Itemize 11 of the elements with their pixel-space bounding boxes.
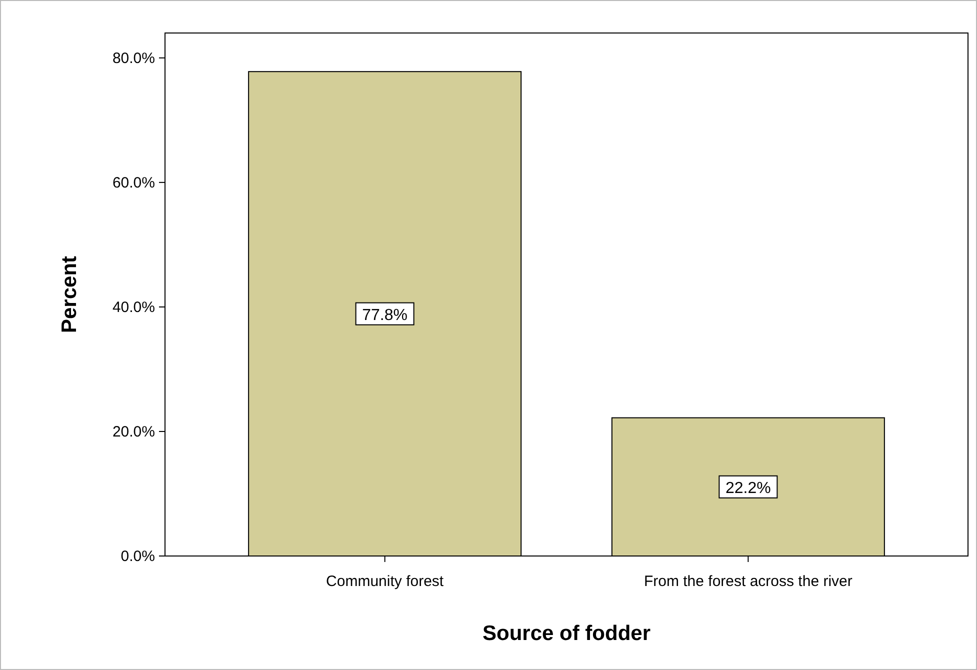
x-tick-label: From the forest across the river	[644, 573, 852, 590]
data-label: 77.8%	[362, 306, 408, 324]
y-tick-label: 20.0%	[112, 423, 155, 440]
y-tick-label: 80.0%	[112, 50, 155, 67]
y-tick-label: 0.0%	[120, 548, 155, 565]
y-axis-title: Percent	[58, 256, 81, 334]
data-label: 22.2%	[725, 480, 771, 497]
y-tick-label: 60.0%	[112, 174, 155, 192]
x-tick-label: Community forest	[326, 573, 444, 590]
x-axis-title: Source of fodder	[482, 622, 651, 645]
y-tick-label: 40.0%	[112, 298, 155, 316]
